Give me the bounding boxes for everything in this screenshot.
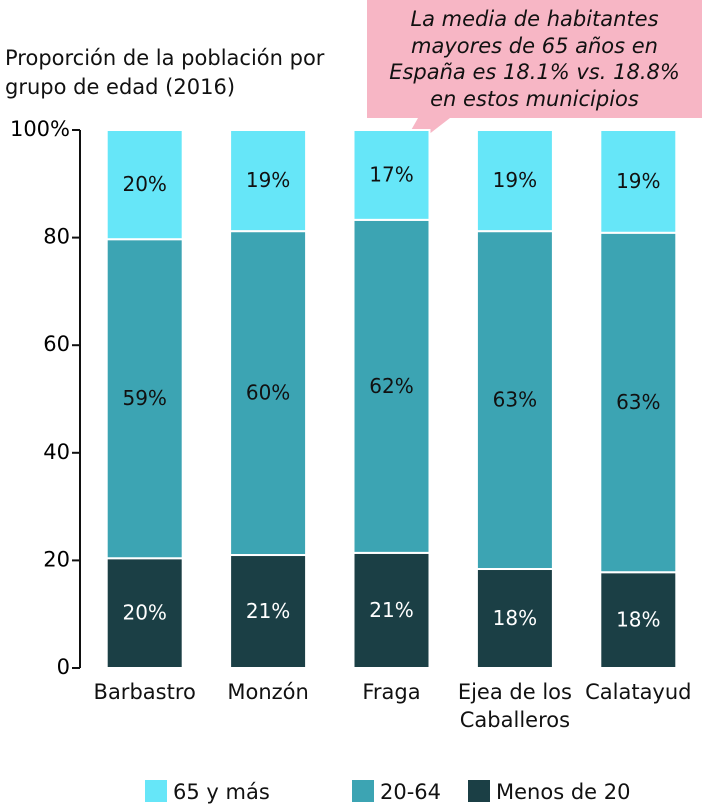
y-tick-label: 40 (43, 440, 70, 464)
bar-segment (105, 238, 184, 560)
data-label: 18% (616, 608, 660, 632)
y-tick-label: 60 (43, 332, 70, 356)
bar-segment (229, 129, 308, 233)
data-label: 59% (122, 386, 166, 410)
bar-segment (599, 129, 678, 234)
legend-item: Menos de 20 (468, 778, 630, 805)
data-label: 63% (616, 390, 660, 414)
data-label: 19% (493, 168, 537, 192)
y-tick-label: 0 (57, 655, 70, 679)
bar-segment (352, 129, 431, 221)
bar-segment (352, 218, 431, 554)
y-tick-label: 100% (10, 117, 70, 141)
y-tick-label: 80 (43, 225, 70, 249)
x-tick-label: Barbastro (93, 680, 196, 704)
data-label: 17% (369, 162, 413, 186)
legend-label: 65 y más (173, 780, 270, 804)
bar-segment (599, 231, 678, 574)
data-label: 21% (369, 598, 413, 622)
bar-segment (229, 554, 308, 670)
legend-item: 65 y más (145, 778, 270, 805)
bar-segment (105, 129, 184, 241)
y-tick-label: 20 (43, 547, 70, 571)
data-label: 20% (122, 601, 166, 625)
data-label: 60% (246, 381, 290, 405)
chart-title: Proporción de la población por grupo de … (5, 46, 325, 99)
legend-swatch (145, 780, 167, 802)
data-label: 18% (493, 606, 537, 630)
x-tick-label: Ejea de los Caballeros (457, 680, 572, 732)
x-tick-label: Calatayud (585, 680, 692, 704)
legend-item: 20-64 (352, 778, 441, 805)
legend-label: 20-64 (380, 780, 442, 804)
data-label: 19% (616, 169, 660, 193)
legend-swatch (352, 780, 374, 802)
annotation: La media de habitantes mayores de 65 año… (389, 7, 680, 111)
x-tick-label: Fraga (362, 680, 421, 704)
bar-segment (475, 230, 554, 571)
data-label: 20% (122, 172, 166, 196)
annotation-box (367, 0, 702, 162)
data-label: 63% (493, 388, 537, 412)
bar-segment (229, 230, 308, 557)
bar-segment (105, 557, 184, 669)
data-label: 62% (369, 374, 413, 398)
data-label: 21% (246, 599, 290, 623)
bar-segment (352, 551, 431, 669)
legend-swatch (468, 780, 490, 802)
legend-label: Menos de 20 (496, 780, 631, 804)
bar-segment (475, 129, 554, 233)
x-tick-label: Monzón (227, 680, 309, 704)
data-label: 19% (246, 168, 290, 192)
